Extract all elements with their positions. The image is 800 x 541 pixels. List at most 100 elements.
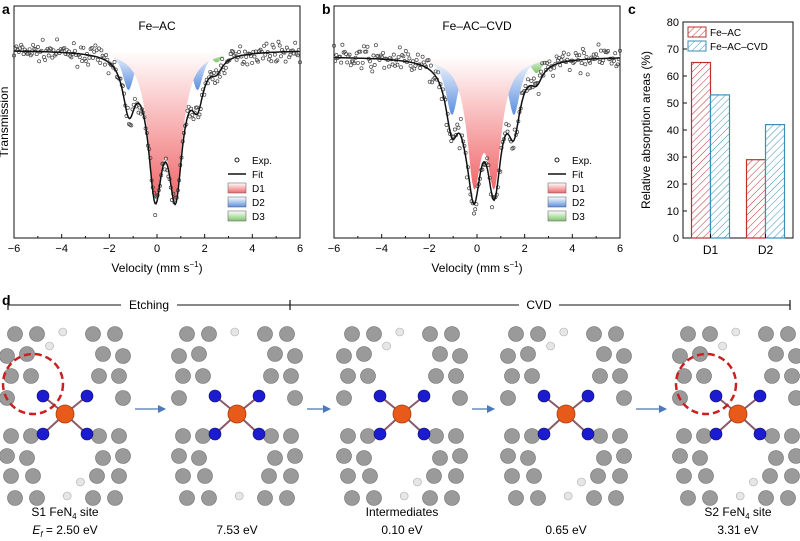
exp-point — [557, 56, 561, 61]
carbon-atom — [612, 468, 628, 484]
exp-point — [271, 45, 276, 50]
exp-point — [293, 40, 298, 45]
exp-point — [12, 53, 16, 58]
carbon-atom — [586, 326, 602, 342]
carbon-atom — [29, 326, 45, 342]
exp-point — [106, 71, 111, 76]
exp-point — [231, 49, 235, 54]
exp-point — [358, 49, 363, 54]
carbon-atom — [524, 428, 540, 444]
exp-point — [278, 54, 283, 59]
exp-point — [558, 63, 563, 68]
hydrogen-atom — [577, 477, 586, 487]
carbon-atom — [267, 346, 283, 362]
nitrogen-atom — [252, 427, 266, 441]
exp-point — [458, 116, 463, 121]
exp-point — [574, 53, 579, 58]
carbon-atom — [3, 428, 19, 444]
carbon-atom — [191, 450, 207, 466]
exp-point — [540, 61, 545, 66]
exp-point — [571, 60, 576, 65]
cvd-label-bg — [519, 298, 559, 312]
carbon-atom — [696, 368, 712, 384]
y-tick-label: 30 — [667, 152, 679, 164]
exp-point — [427, 79, 432, 84]
exp-point — [533, 81, 537, 86]
exp-point — [542, 60, 547, 65]
exp-point — [220, 57, 225, 61]
exp-point — [359, 66, 364, 71]
exp-point — [580, 47, 585, 51]
carbon-atom — [422, 326, 438, 342]
exp-point — [97, 46, 101, 51]
carbon-atom — [115, 390, 131, 406]
nitrogen-atom — [36, 389, 50, 403]
x-tick-label: 4 — [569, 243, 575, 255]
carbon-atom — [7, 490, 23, 506]
legend-label: Exp. — [252, 156, 272, 167]
carbon-atom — [91, 368, 107, 384]
exp-point — [490, 205, 494, 210]
carbon-atom — [526, 468, 542, 484]
x-ticks: −6 −4 −2 0 2 4 6 — [8, 234, 303, 255]
carbon-atom — [360, 428, 376, 444]
nitrogen-atom — [753, 389, 767, 403]
exp-point — [95, 57, 100, 62]
legend-d2-swatch — [547, 196, 567, 208]
exp-point — [382, 65, 387, 70]
exp-point — [256, 59, 261, 64]
structure-name: S2 FeN4 site — [704, 505, 771, 521]
carbon-atom — [175, 428, 191, 444]
carbon-atom — [287, 448, 303, 464]
exp-point — [406, 52, 411, 57]
exp-point — [295, 53, 300, 58]
exp-point — [485, 156, 490, 161]
legend-label: Fe–AC–CVD — [710, 42, 768, 53]
x-tick-label: 0 — [474, 243, 480, 255]
carbon-atom — [764, 368, 780, 384]
exp-point — [344, 51, 348, 56]
carbon-atom — [107, 326, 123, 342]
fit-line — [14, 50, 300, 206]
nitrogen-atom — [80, 427, 94, 441]
structure-energy: 7.53 eV — [216, 523, 257, 537]
exp-point — [191, 117, 196, 122]
exp-point — [612, 58, 616, 63]
exp-point — [237, 49, 241, 54]
hydrogen-atom — [749, 477, 758, 487]
carbon-atom — [197, 468, 213, 484]
carbon-atom — [201, 326, 217, 342]
carbon-atom — [702, 490, 718, 506]
exp-point — [352, 61, 357, 66]
exp-point — [420, 54, 425, 59]
nitrogen-atom — [373, 389, 387, 403]
exp-point — [598, 48, 603, 53]
exp-point — [211, 71, 216, 75]
x-axis-label: Velocity (mm s−1) — [111, 260, 202, 275]
carbon-atom — [448, 368, 464, 384]
carbon-atom — [680, 326, 696, 342]
carbon-atom — [95, 450, 111, 466]
carbon-atom — [768, 450, 784, 466]
carbon-atom — [261, 468, 277, 484]
carbon-atom — [764, 428, 780, 444]
nitrogen-atom — [208, 427, 222, 441]
y-tick-label: 80 — [667, 17, 679, 29]
exp-point — [190, 113, 195, 118]
carbon-atom — [171, 348, 187, 364]
exp-point — [505, 129, 510, 134]
exp-point — [473, 207, 478, 212]
exp-point — [523, 84, 528, 88]
exp-point — [89, 46, 94, 51]
exp-point — [136, 110, 141, 115]
carbon-atom — [504, 428, 520, 444]
nitrogen-atom — [537, 427, 551, 441]
y-tick-label: 70 — [667, 44, 679, 56]
exp-point — [73, 48, 77, 53]
carbon-atom — [788, 448, 800, 464]
exp-point — [596, 42, 601, 47]
exp-point — [34, 52, 39, 57]
x-tick-label: −4 — [375, 243, 388, 255]
carbon-atom — [29, 490, 45, 506]
carbon-atom — [89, 468, 105, 484]
